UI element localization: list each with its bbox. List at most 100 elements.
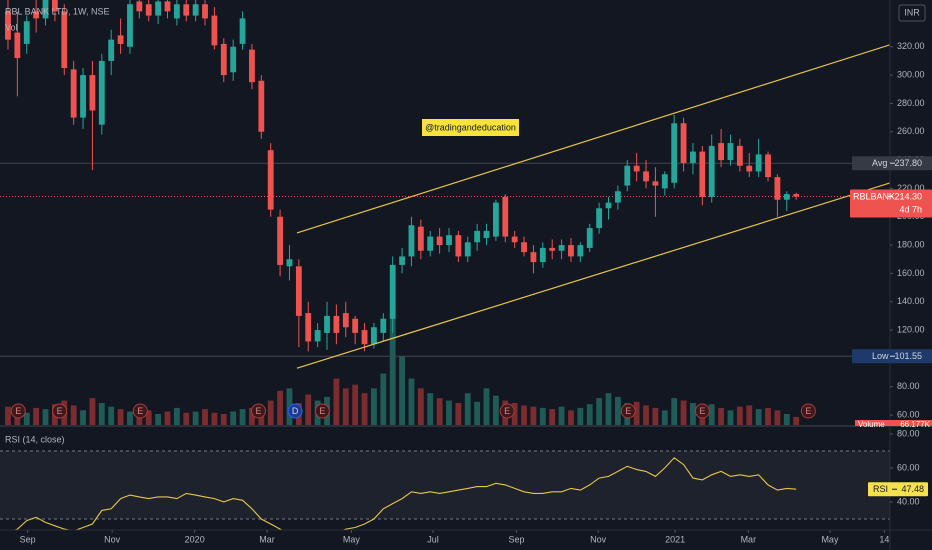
event-marker: [287, 403, 303, 419]
volume-bar: [586, 404, 593, 425]
volume-bar: [352, 384, 359, 425]
candle-body: [305, 313, 312, 342]
x-tick-label: 14: [879, 534, 889, 544]
candle-body: [511, 236, 518, 243]
event-label: E: [625, 406, 631, 416]
y-tick-label: 300.00: [897, 69, 925, 79]
candle-body: [371, 327, 377, 345]
candle-body: [164, 1, 171, 12]
event-label: E: [319, 406, 325, 416]
volume-bar: [305, 394, 312, 425]
last-name: RBLBANK: [853, 191, 895, 201]
rsi-last-box: [868, 482, 928, 497]
event-marker: [694, 403, 710, 419]
candle-body: [427, 236, 434, 251]
volume-bar: [127, 411, 133, 425]
candle-body: [342, 313, 349, 328]
volume-bar: [145, 410, 152, 425]
avg-name: Avg: [872, 158, 887, 168]
price-pane: E E E E D E E E E E @tradingandeducation: [0, 0, 890, 425]
volume-bar: [539, 407, 546, 425]
volume-last-value: 66.177K: [900, 420, 930, 429]
volume-bar: [249, 407, 255, 425]
y-tick-label: 140.00: [897, 296, 925, 306]
volume-bar: [361, 393, 368, 425]
candle-body: [42, 0, 49, 19]
y-tick-label: 60.00: [897, 409, 920, 419]
candle-body: [108, 39, 115, 61]
x-tick-label: Sep: [20, 534, 36, 544]
candle-body: [699, 151, 706, 197]
volume-bar: [239, 409, 246, 425]
event-label: E: [699, 406, 705, 416]
volume-bar: [408, 378, 415, 425]
volume-bar: [80, 410, 86, 425]
candle-body: [249, 49, 255, 83]
volume-bar: [633, 401, 640, 425]
volume-bar: [136, 412, 143, 425]
volume-bar: [23, 412, 30, 425]
volume-bar: [230, 411, 237, 425]
rsi-tick-label: 40.00: [897, 496, 920, 506]
candle-body: [521, 242, 527, 253]
volume-bar: [614, 396, 621, 425]
volume-bar: [530, 406, 537, 425]
volume-bar: [267, 400, 274, 425]
candle-body: [239, 18, 246, 44]
candle-body: [192, 4, 199, 16]
volume-legend: Vol: [5, 22, 18, 32]
event-marker: [314, 403, 330, 419]
annotation: @tradingandeducation: [425, 122, 516, 132]
candle-body: [614, 191, 621, 203]
candle-body: [399, 256, 405, 265]
candle-body: [183, 4, 190, 16]
volume-bar: [220, 414, 227, 425]
x-tick-label: Jul: [427, 534, 439, 544]
avg-value: 237.80: [894, 158, 922, 168]
volume-bar: [183, 412, 190, 425]
candle-body: [408, 225, 415, 257]
candle-body: [446, 235, 452, 246]
x-tick-label: Mar: [741, 534, 757, 544]
candle-body: [652, 181, 659, 186]
candle-body: [643, 171, 649, 182]
currency-box[interactable]: [898, 4, 926, 22]
volume-bar: [202, 409, 208, 425]
rsi-title: RSI (14, close): [5, 434, 65, 444]
volume-bar: [793, 416, 800, 425]
volume-bar: [5, 406, 11, 425]
event-label: E: [256, 406, 262, 416]
x-tick-label: May: [343, 534, 361, 544]
candle-body: [783, 194, 790, 200]
volume-bar: [736, 406, 743, 425]
low-value: 101.55: [894, 351, 922, 361]
rsi-tick-label: 60.00: [897, 462, 920, 472]
volume-bar: [558, 406, 565, 425]
candle-body: [793, 194, 800, 197]
event-label: E: [15, 406, 21, 416]
x-tick-label: 2021: [665, 534, 685, 544]
candle-body: [455, 235, 462, 257]
candle-body: [155, 1, 162, 16]
candle-body: [5, 11, 11, 40]
candle-body: [417, 226, 424, 251]
volume-bar: [389, 317, 396, 425]
candle-body: [211, 15, 218, 46]
volume-bar: [511, 403, 518, 425]
volume-bar: [783, 414, 790, 425]
volume-bar: [33, 407, 40, 425]
x-tick-label: Mar: [259, 534, 275, 544]
candle-body: [586, 228, 593, 248]
volume-bar: [483, 388, 490, 425]
volume-bar: [521, 405, 527, 425]
volume-bar: [492, 395, 499, 425]
volume-bar: [342, 388, 349, 425]
last-box: [850, 189, 932, 218]
volume-bar: [70, 405, 77, 425]
currency: INR: [904, 7, 920, 17]
candle-body: [23, 21, 30, 44]
candle-body: [145, 4, 152, 16]
y-tick-label: 220.00: [897, 183, 925, 193]
low-name: Low: [872, 351, 889, 361]
